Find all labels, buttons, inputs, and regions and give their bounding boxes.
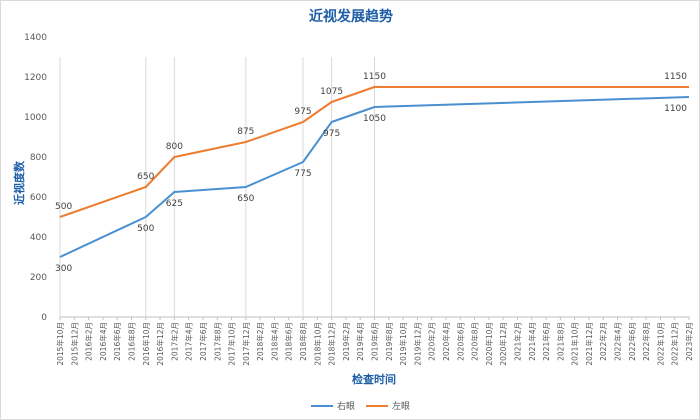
plot-area: 0 200 400 600 800 1000 1200 1400 2015年10月 2015年12… xyxy=(24,33,694,366)
x-tick-label: 2017年12月 xyxy=(241,322,251,366)
x-tick-label: 2020年2月 xyxy=(427,322,437,361)
data-label: 1050 xyxy=(363,114,386,124)
x-tick-label: 2021年6月 xyxy=(541,322,551,361)
x-tick-label: 2018年12月 xyxy=(327,322,337,366)
x-tick-label: 2020年10月 xyxy=(484,322,494,366)
y-tick-label: 1200 xyxy=(24,73,47,83)
x-tick-label: 2015年12月 xyxy=(69,322,79,366)
y-axis-title: 近视度数 xyxy=(12,160,26,205)
x-tick-label: 2021年8月 xyxy=(555,322,565,361)
x-tick-label: 2016年4月 xyxy=(98,322,108,361)
x-tick-label: 2021年10月 xyxy=(570,322,580,366)
x-tick-label: 2019年8月 xyxy=(384,322,394,361)
x-tick-label: 2020年8月 xyxy=(470,322,480,361)
data-label: 1150 xyxy=(664,72,687,82)
legend-label: 左眼 xyxy=(392,400,410,412)
x-tick-label: 2020年4月 xyxy=(441,322,451,361)
legend-label: 右眼 xyxy=(337,400,355,412)
data-label: 1150 xyxy=(363,72,386,82)
legend: 右眼 左眼 xyxy=(311,400,410,412)
series-line xyxy=(59,96,690,258)
data-label: 1075 xyxy=(320,87,343,97)
series-line xyxy=(59,86,689,218)
y-tick-label: 600 xyxy=(30,193,47,203)
x-tick-label: 2021年4月 xyxy=(527,322,537,361)
data-label: 650 xyxy=(137,172,154,182)
x-tick-label: 2018年2月 xyxy=(255,322,265,361)
x-tick-label: 2022年10月 xyxy=(655,322,665,366)
x-tick-label: 2017年8月 xyxy=(212,322,222,361)
x-tick-label: 2019年12月 xyxy=(412,322,422,366)
data-label: 500 xyxy=(137,224,154,234)
y-tick-label: 400 xyxy=(30,233,47,243)
data-label: 800 xyxy=(166,142,183,152)
x-tick-label: 2022年2月 xyxy=(598,322,608,361)
x-tick-label: 2020年6月 xyxy=(455,322,465,361)
data-label: 625 xyxy=(166,199,183,209)
x-tick-label: 2023年2月 xyxy=(684,322,694,361)
x-tick-label: 2020年12月 xyxy=(498,322,508,366)
x-tick-label: 2019年6月 xyxy=(370,322,380,361)
x-tick-label: 2017年2月 xyxy=(169,322,179,361)
x-tick-label: 2016年2月 xyxy=(84,322,94,361)
y-tick-label: 1000 xyxy=(24,113,47,123)
data-label: 775 xyxy=(294,169,311,179)
x-tick-label: 2016年10月 xyxy=(141,322,151,366)
data-label: 975 xyxy=(323,129,340,139)
x-tick-label: 2022年4月 xyxy=(613,322,623,361)
x-tick-label: 2021年2月 xyxy=(512,322,522,361)
x-tick-label: 2017年10月 xyxy=(227,322,237,366)
x-tick-label: 2019年4月 xyxy=(355,322,365,361)
x-tick-label: 2016年12月 xyxy=(155,322,165,366)
y-tick-label: 0 xyxy=(41,313,47,323)
data-label: 500 xyxy=(55,202,72,212)
x-tick-label: 2015年10月 xyxy=(55,322,65,366)
x-tick-label: 2017年4月 xyxy=(184,322,194,361)
data-label: 875 xyxy=(237,127,254,137)
x-tick-label: 2017年6月 xyxy=(198,322,208,361)
x-tick-label: 2022年12月 xyxy=(670,322,680,366)
x-tick-label: 2016年6月 xyxy=(112,322,122,361)
y-tick-label: 800 xyxy=(30,153,47,163)
data-label: 1100 xyxy=(664,104,687,114)
x-tick-label: 2018年6月 xyxy=(284,322,294,361)
y-tick-label: 200 xyxy=(30,273,47,283)
data-label: 300 xyxy=(55,264,72,274)
x-tick-label: 2018年8月 xyxy=(298,322,308,361)
x-tick-label: 2016年8月 xyxy=(126,322,136,361)
x-tick-label: 2022年6月 xyxy=(627,322,637,361)
data-label: 650 xyxy=(237,194,254,204)
x-tick-label: 2019年2月 xyxy=(341,322,351,361)
y-tick-label: 1400 xyxy=(24,33,47,43)
x-axis-title: 检查时间 xyxy=(352,372,396,386)
chart-title: 近视发展趋势 xyxy=(309,8,393,25)
x-tick-label: 2022年8月 xyxy=(641,322,651,361)
x-tick-label: 2021年12月 xyxy=(584,322,594,366)
x-tick-label: 2018年4月 xyxy=(269,322,279,361)
data-label: 975 xyxy=(294,107,311,117)
x-tick-label: 2019年10月 xyxy=(398,322,408,366)
x-tick-label: 2018年10月 xyxy=(312,322,322,366)
